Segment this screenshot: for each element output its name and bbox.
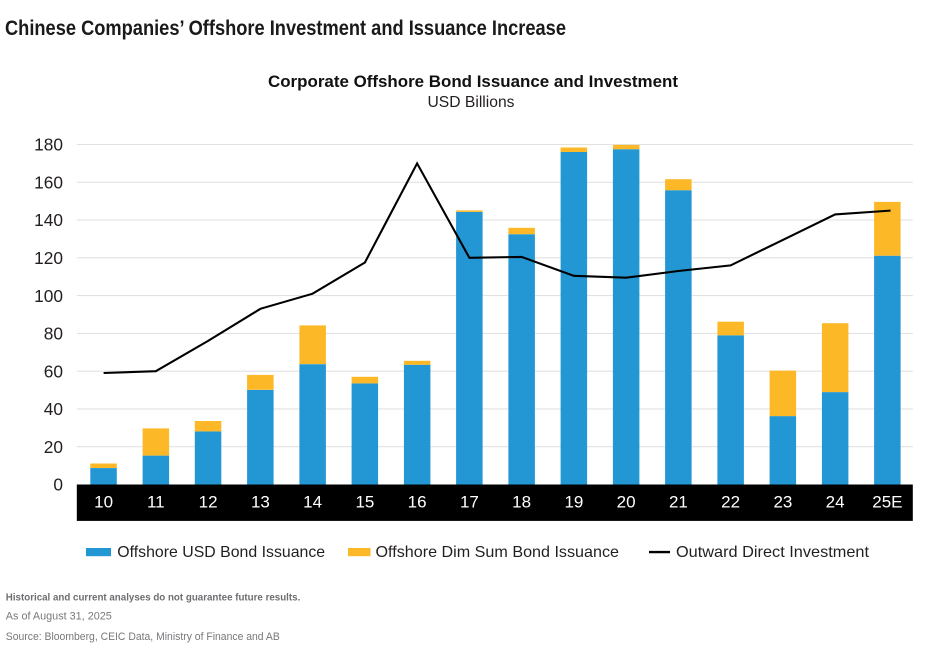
svg-text:Outward Direct Investment: Outward Direct Investment: [676, 544, 870, 561]
svg-text:140: 140: [34, 210, 63, 230]
svg-text:160: 160: [34, 173, 63, 193]
svg-text:10: 10: [94, 493, 113, 512]
svg-text:18: 18: [512, 493, 531, 512]
svg-text:120: 120: [34, 248, 63, 268]
svg-text:Corporate Offshore Bond Issuan: Corporate Offshore Bond Issuance and Inv…: [268, 72, 678, 91]
svg-text:20: 20: [44, 437, 63, 457]
svg-text:13: 13: [251, 493, 270, 512]
svg-text:21: 21: [669, 493, 688, 512]
svg-text:16: 16: [408, 493, 427, 512]
svg-text:60: 60: [44, 361, 63, 381]
svg-text:24: 24: [826, 493, 845, 512]
svg-text:19: 19: [564, 493, 583, 512]
svg-text:180: 180: [34, 135, 63, 155]
svg-text:11: 11: [147, 493, 165, 512]
svg-text:12: 12: [199, 493, 218, 512]
svg-text:Source: Bloomberg, CEIC Data,: Source: Bloomberg, CEIC Data, Ministry o…: [6, 631, 280, 643]
svg-text:As of August 31, 2025: As of August 31, 2025: [6, 611, 112, 623]
svg-text:100: 100: [34, 286, 63, 306]
svg-text:Chinese Companies’ Offshore In: Chinese Companies’ Offshore Investment a…: [5, 17, 566, 40]
svg-text:80: 80: [44, 324, 63, 344]
svg-text:14: 14: [303, 493, 322, 512]
svg-text:15: 15: [355, 493, 374, 512]
svg-text:Historical and current analyse: Historical and current analyses do not g…: [6, 592, 301, 604]
svg-text:USD Billions: USD Billions: [428, 94, 515, 111]
svg-text:20: 20: [617, 493, 636, 512]
svg-text:17: 17: [460, 493, 479, 512]
svg-text:Offshore USD Bond Issuance: Offshore USD Bond Issuance: [117, 544, 325, 561]
svg-text:40: 40: [44, 399, 63, 419]
svg-text:25E: 25E: [872, 493, 902, 512]
svg-text:Offshore Dim Sum Bond Issuance: Offshore Dim Sum Bond Issuance: [376, 544, 620, 561]
svg-text:23: 23: [773, 493, 792, 512]
svg-text:0: 0: [53, 475, 63, 495]
svg-text:22: 22: [721, 493, 740, 512]
